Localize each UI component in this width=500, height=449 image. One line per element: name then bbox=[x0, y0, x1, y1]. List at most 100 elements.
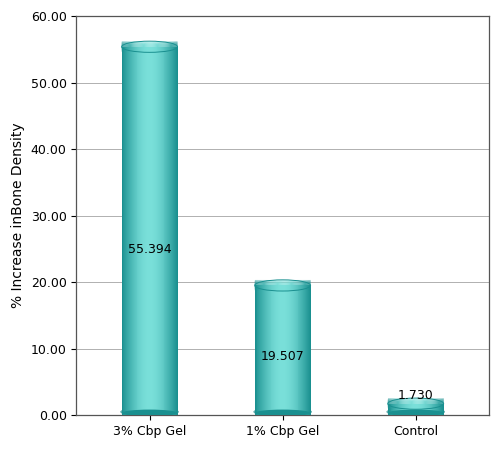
Bar bbox=[409, 404, 410, 415]
Bar bbox=[411, 404, 412, 415]
Ellipse shape bbox=[290, 280, 291, 291]
Bar bbox=[413, 404, 414, 415]
Bar bbox=[157, 47, 158, 415]
Ellipse shape bbox=[411, 398, 412, 409]
Ellipse shape bbox=[156, 41, 157, 53]
Bar bbox=[423, 404, 424, 415]
Ellipse shape bbox=[388, 409, 444, 416]
Ellipse shape bbox=[147, 41, 148, 53]
Ellipse shape bbox=[263, 280, 264, 291]
Bar bbox=[174, 47, 176, 415]
Ellipse shape bbox=[274, 280, 275, 291]
Ellipse shape bbox=[254, 407, 312, 417]
Bar bbox=[133, 47, 134, 415]
Bar bbox=[277, 286, 278, 415]
Bar bbox=[264, 286, 265, 415]
Ellipse shape bbox=[288, 280, 289, 291]
Bar bbox=[134, 47, 136, 415]
Bar bbox=[136, 47, 138, 415]
Ellipse shape bbox=[172, 41, 173, 53]
Bar bbox=[268, 286, 269, 415]
Ellipse shape bbox=[404, 398, 406, 409]
Ellipse shape bbox=[308, 280, 310, 291]
Ellipse shape bbox=[124, 41, 126, 53]
Ellipse shape bbox=[146, 41, 147, 53]
Ellipse shape bbox=[264, 280, 265, 291]
Ellipse shape bbox=[427, 398, 428, 409]
Bar bbox=[256, 286, 258, 415]
Bar bbox=[392, 404, 394, 415]
Ellipse shape bbox=[394, 398, 395, 409]
Bar bbox=[293, 286, 294, 415]
Bar bbox=[418, 404, 420, 415]
Ellipse shape bbox=[413, 398, 414, 409]
Bar bbox=[174, 47, 175, 415]
Bar bbox=[288, 286, 290, 415]
Bar bbox=[396, 404, 397, 415]
Ellipse shape bbox=[160, 41, 162, 53]
Bar bbox=[166, 47, 168, 415]
Ellipse shape bbox=[402, 398, 404, 409]
Bar bbox=[132, 47, 133, 415]
Bar bbox=[272, 286, 274, 415]
Bar bbox=[278, 286, 279, 415]
Bar bbox=[144, 47, 145, 415]
Bar bbox=[275, 286, 276, 415]
Ellipse shape bbox=[138, 41, 140, 53]
Ellipse shape bbox=[158, 41, 159, 53]
Bar bbox=[154, 47, 156, 415]
Ellipse shape bbox=[293, 280, 294, 291]
Bar bbox=[282, 286, 284, 415]
Ellipse shape bbox=[134, 41, 136, 53]
Ellipse shape bbox=[410, 398, 411, 409]
Bar bbox=[439, 404, 440, 415]
Bar bbox=[442, 404, 443, 415]
Bar bbox=[298, 286, 300, 415]
Bar bbox=[402, 404, 403, 415]
Bar bbox=[170, 47, 171, 415]
Bar bbox=[437, 404, 438, 415]
Bar bbox=[124, 47, 126, 415]
Ellipse shape bbox=[408, 398, 409, 409]
Bar bbox=[422, 404, 424, 415]
Ellipse shape bbox=[128, 41, 129, 53]
Bar bbox=[148, 47, 150, 415]
Bar bbox=[268, 286, 270, 415]
Ellipse shape bbox=[169, 41, 170, 53]
Ellipse shape bbox=[296, 280, 298, 291]
Ellipse shape bbox=[303, 280, 304, 291]
Ellipse shape bbox=[279, 280, 280, 291]
Bar bbox=[304, 286, 305, 415]
Bar bbox=[261, 286, 262, 415]
Ellipse shape bbox=[176, 41, 178, 53]
Ellipse shape bbox=[278, 280, 279, 291]
Bar bbox=[140, 47, 141, 415]
Bar bbox=[300, 286, 302, 415]
Bar bbox=[420, 404, 422, 415]
Ellipse shape bbox=[436, 398, 437, 409]
Ellipse shape bbox=[426, 398, 427, 409]
Ellipse shape bbox=[132, 41, 133, 53]
Ellipse shape bbox=[307, 280, 308, 291]
Bar bbox=[388, 404, 389, 415]
Bar bbox=[427, 404, 428, 415]
Ellipse shape bbox=[306, 280, 307, 291]
Bar bbox=[432, 404, 434, 415]
Bar bbox=[434, 404, 436, 415]
Ellipse shape bbox=[280, 280, 281, 291]
Ellipse shape bbox=[168, 41, 169, 53]
Ellipse shape bbox=[166, 41, 168, 53]
Ellipse shape bbox=[261, 280, 262, 291]
Ellipse shape bbox=[302, 280, 303, 291]
Bar bbox=[400, 404, 401, 415]
Ellipse shape bbox=[386, 407, 445, 417]
Ellipse shape bbox=[438, 398, 439, 409]
Bar bbox=[414, 404, 415, 415]
Bar bbox=[274, 286, 276, 415]
Bar bbox=[441, 404, 442, 415]
Bar bbox=[270, 286, 272, 415]
Ellipse shape bbox=[401, 398, 402, 409]
Ellipse shape bbox=[152, 41, 154, 53]
Bar bbox=[281, 286, 282, 415]
Ellipse shape bbox=[174, 41, 176, 53]
